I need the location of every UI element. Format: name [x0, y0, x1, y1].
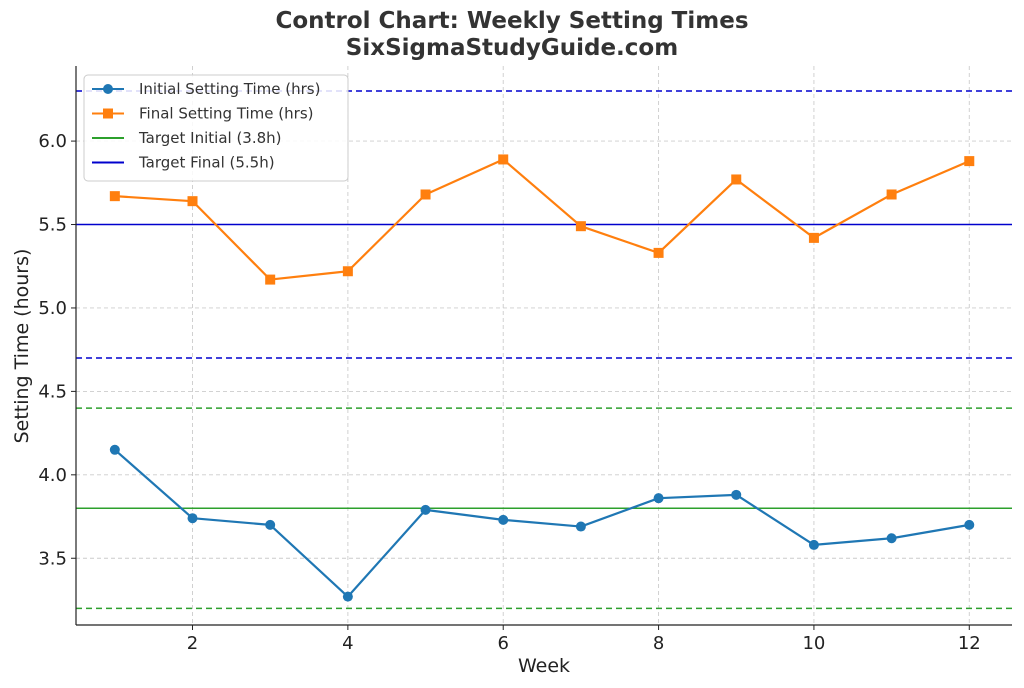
data-point-square	[653, 247, 664, 258]
legend-label: Target Initial (3.8h)	[138, 129, 282, 147]
legend-marker-square	[103, 108, 113, 119]
data-point-circle	[731, 489, 742, 500]
data-point-circle	[109, 444, 120, 455]
x-tick-label: 2	[187, 633, 198, 654]
legend-box	[83, 74, 349, 182]
data-point-square	[498, 154, 509, 165]
axes: 2 4 6 8 10 12 3.5 4.0 4.5 5.0 5.5 6.0	[38, 66, 1012, 654]
chart-title: Control Chart: Weekly Setting Times	[275, 8, 749, 34]
data-point-circle	[187, 513, 198, 524]
y-axis-label: Setting Time (hours)	[11, 249, 33, 444]
chart-subtitle: SixSigmaStudyGuide.com	[345, 35, 679, 61]
data-point-circle	[342, 591, 353, 602]
series-lines	[109, 154, 975, 602]
x-tick-label: 4	[342, 633, 353, 654]
data-point-circle	[808, 539, 819, 550]
legend-label: Target Final (5.5h)	[138, 154, 275, 172]
x-axis-label: Week	[518, 655, 570, 677]
x-tick-label: 12	[958, 633, 981, 654]
data-point-square	[575, 221, 586, 232]
y-tick-label: 5.5	[38, 215, 67, 236]
data-point-square	[964, 156, 975, 167]
data-point-circle	[653, 493, 664, 504]
series-line-1	[114, 448, 970, 598]
data-point-square	[109, 191, 120, 202]
data-point-circle	[498, 514, 509, 525]
data-point-circle	[420, 504, 431, 515]
legend-marker-circle	[103, 84, 113, 94]
y-tick-label: 6.0	[38, 131, 67, 152]
legend-label: Final Setting Time (hrs)	[139, 105, 314, 123]
x-tick-label: 8	[653, 633, 664, 654]
data-point-square	[342, 266, 353, 277]
legend: Initial Setting Time (hrs) Final Setting …	[83, 74, 349, 182]
data-point-square	[187, 196, 198, 207]
y-tick-label: 3.5	[38, 548, 67, 569]
data-point-circle	[886, 533, 897, 544]
data-point-square	[420, 189, 431, 200]
data-point-square	[265, 274, 276, 285]
data-point-circle	[575, 521, 586, 532]
data-point-circle	[964, 519, 975, 530]
data-point-square	[886, 189, 897, 200]
x-tick-label: 6	[497, 633, 508, 654]
data-point-square	[731, 174, 742, 185]
x-tick-label: 10	[802, 633, 825, 654]
y-tick-label: 4.5	[38, 381, 67, 402]
series-line-2	[114, 158, 970, 281]
legend-label: Initial Setting Time (hrs)	[139, 80, 320, 98]
data-point-square	[808, 232, 819, 243]
y-tick-label: 5.0	[38, 298, 67, 319]
y-tick-label: 4.0	[38, 465, 67, 486]
data-point-circle	[265, 519, 276, 530]
